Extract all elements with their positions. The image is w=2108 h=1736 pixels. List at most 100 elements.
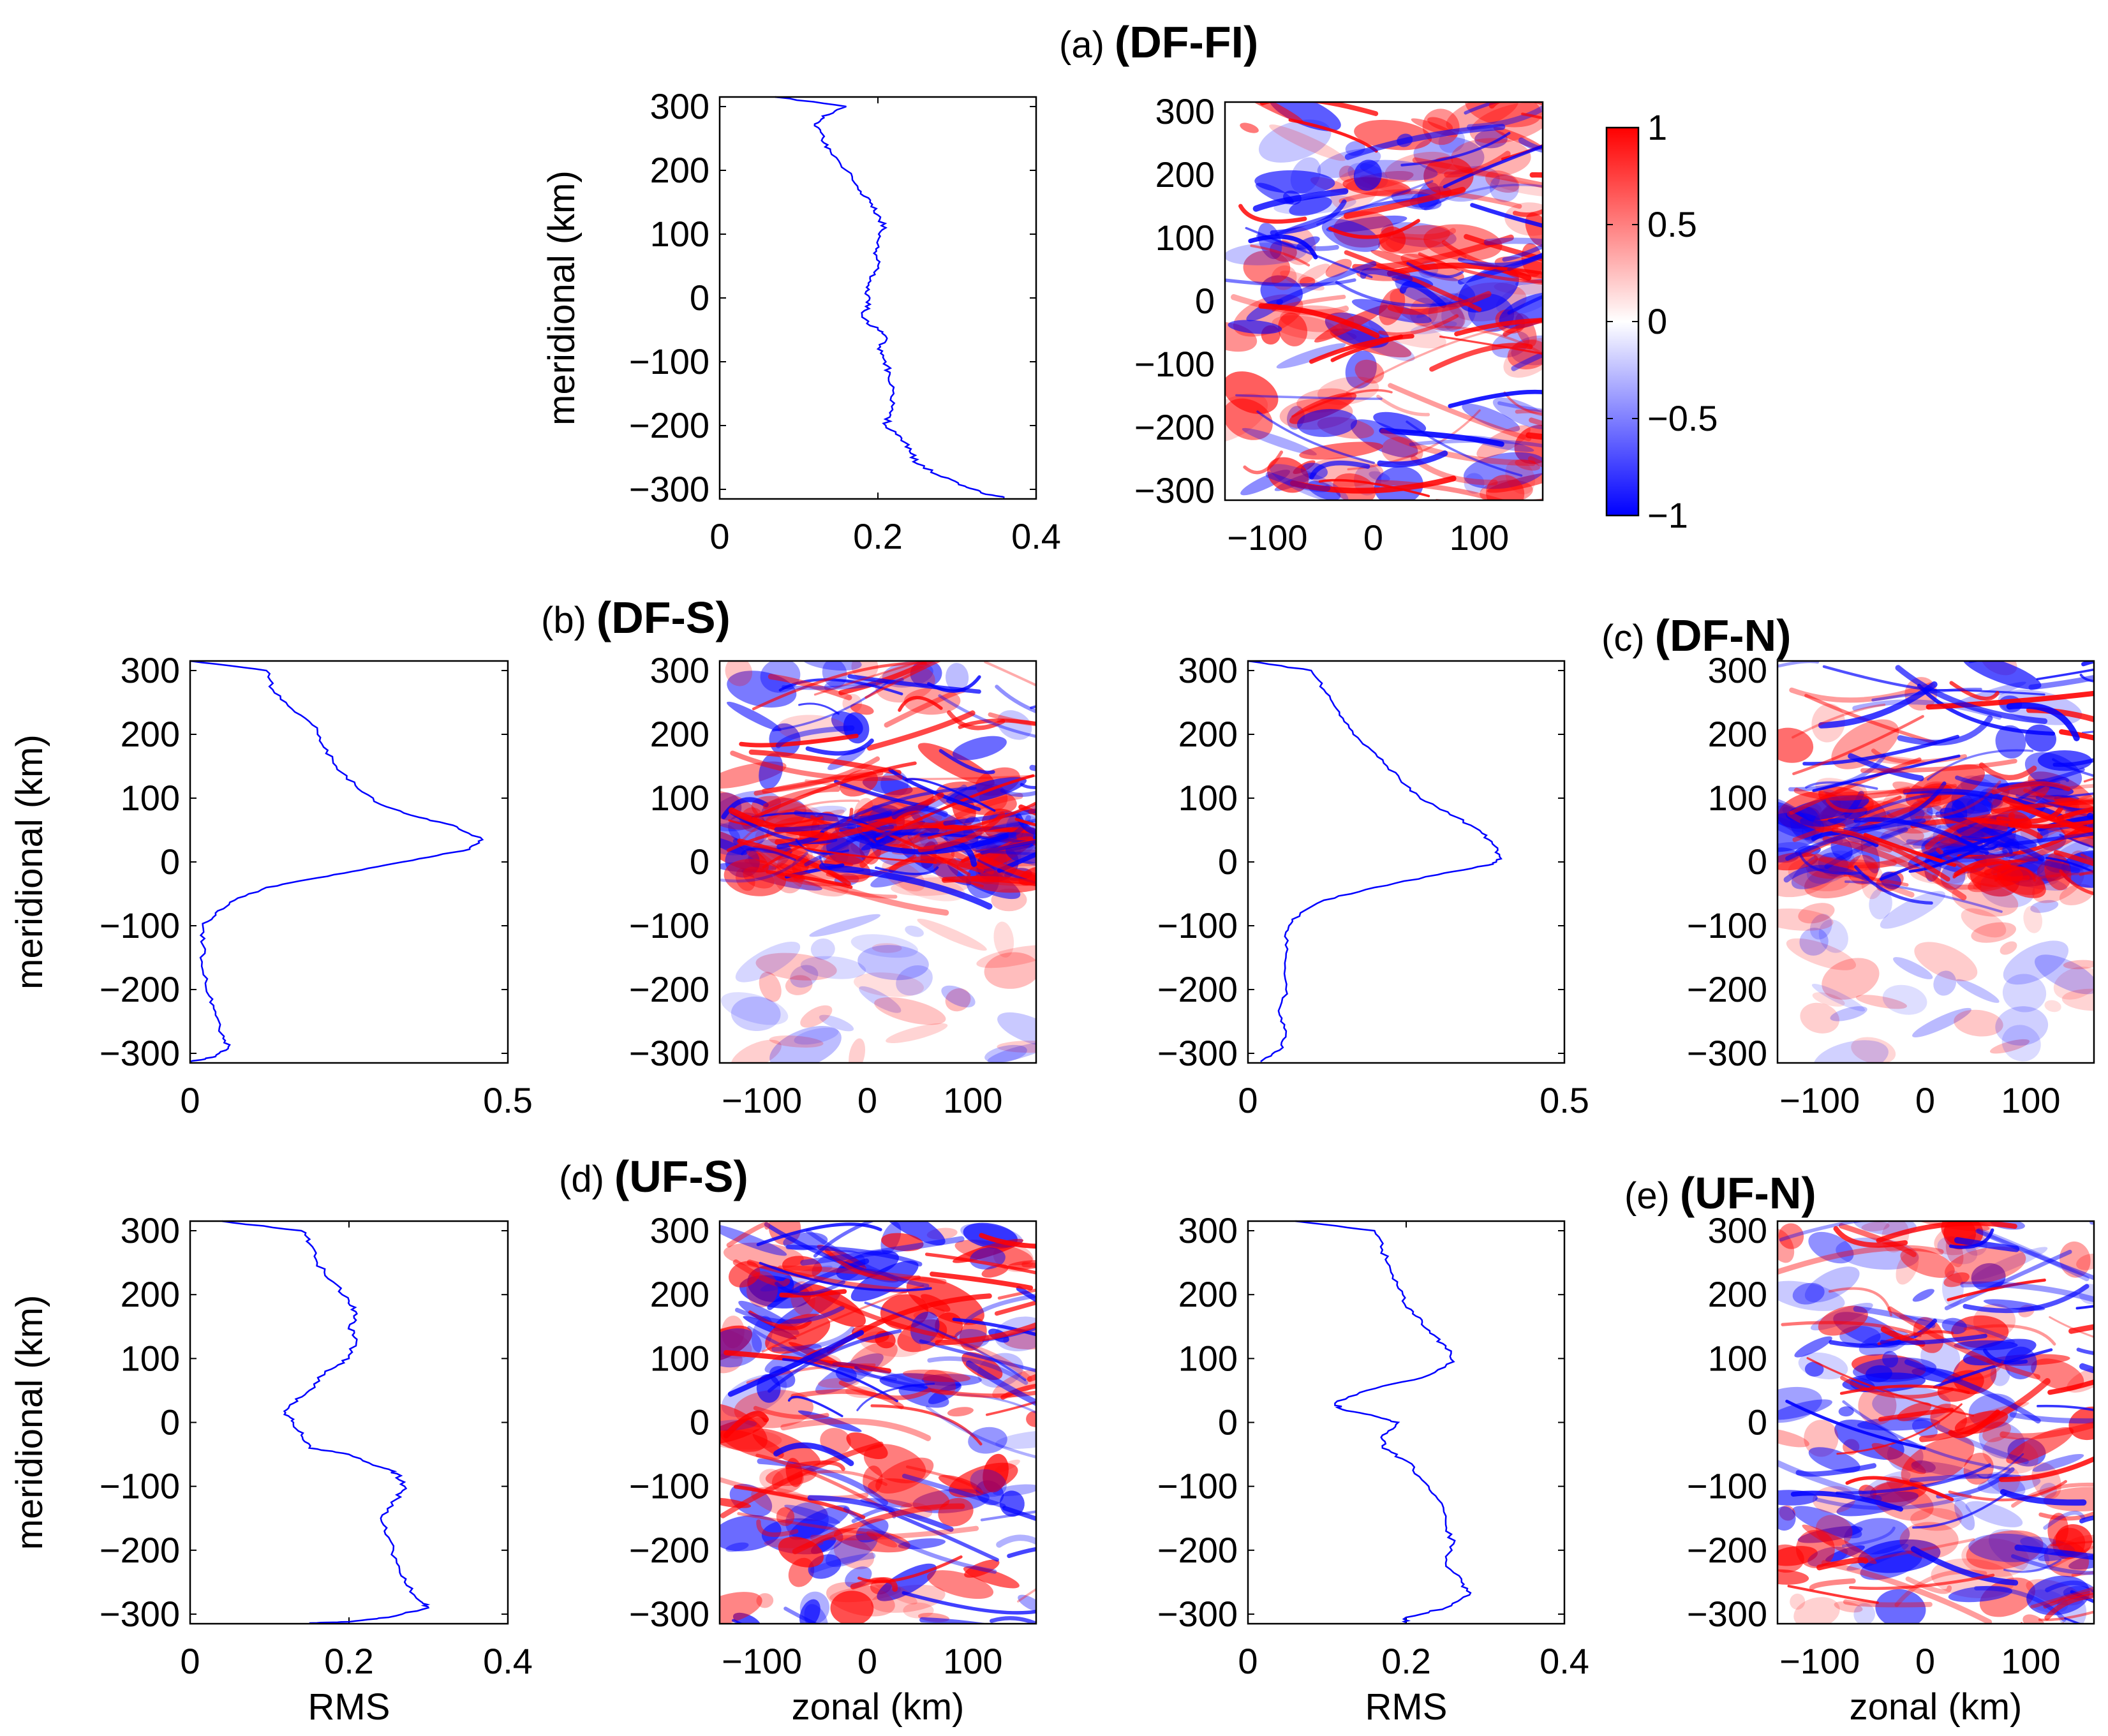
negative-filament <box>1470 203 1543 228</box>
positive-eddy <box>1778 908 1834 931</box>
ytick-label: 0 <box>1218 842 1238 882</box>
positive-filament <box>1876 1221 2017 1243</box>
positive-eddy <box>1971 922 2017 943</box>
positive-filament <box>1887 1306 2040 1380</box>
negative-eddy <box>769 1025 842 1063</box>
axes-frame <box>1247 660 1566 1064</box>
positive-eddy <box>850 703 874 715</box>
negative-filament <box>2052 758 2094 778</box>
positive-filament <box>1444 151 1511 178</box>
ytick-label: −300 <box>629 1033 709 1073</box>
positive-filament <box>746 1259 909 1294</box>
negative-eddy <box>1778 795 1816 839</box>
positive-eddy <box>1961 908 2007 938</box>
negative-eddy <box>1875 1589 1926 1624</box>
positive-filament <box>732 1259 790 1287</box>
negative-filament <box>2052 758 2094 767</box>
positive-filament <box>917 812 1006 852</box>
positive-filament <box>850 1577 898 1592</box>
vorticity-field <box>1778 1221 2094 1624</box>
negative-filament <box>1779 1221 1867 1242</box>
positive-filament <box>1258 303 1380 339</box>
panel-prefix: (b) <box>541 600 586 641</box>
xtick-label: 0 <box>857 1641 877 1681</box>
ytick-label: 200 <box>1708 1274 1767 1314</box>
positive-filament <box>748 749 902 775</box>
negative-filament <box>1927 749 2034 781</box>
positive-filament <box>958 718 1036 729</box>
negative-filament <box>1795 1463 1877 1477</box>
panel-title: (b) (DF-S) <box>541 593 731 642</box>
positive-eddy <box>1451 138 1531 177</box>
ytick-label: 300 <box>1178 1210 1238 1250</box>
negative-filament <box>905 778 996 812</box>
positive-filament <box>768 674 852 701</box>
positive-filament <box>2043 1590 2094 1609</box>
positive-filament <box>2059 729 2094 741</box>
ytick-label: 0 <box>690 1402 709 1443</box>
negative-eddy <box>1799 928 1829 956</box>
ytick-label: 200 <box>650 714 709 754</box>
positive-filament <box>2047 1379 2094 1395</box>
positive-filament <box>728 807 829 840</box>
panel-c-map: 300 200 100 0 −100 −200 −300 −100 0 100 <box>1687 650 2095 1120</box>
ytick-label: 300 <box>1178 650 1238 690</box>
negative-eddy <box>799 1591 830 1624</box>
positive-eddy <box>1786 938 1857 970</box>
ytick-label: −200 <box>100 1530 180 1570</box>
positive-filament <box>1778 1245 1944 1275</box>
negative-filament <box>1002 1506 1036 1522</box>
negative-eddy <box>799 1599 820 1624</box>
positive-filament <box>1309 334 1414 364</box>
negative-eddy <box>794 1027 839 1045</box>
negative-eddy <box>995 1430 1036 1449</box>
positive-eddy <box>833 1537 875 1569</box>
negative-eddy <box>725 1542 749 1552</box>
positive-filament <box>1961 1360 2005 1381</box>
ytick-label: 100 <box>650 778 709 818</box>
ytick-label: 200 <box>1178 1274 1238 1314</box>
positive-filament <box>1792 823 1846 842</box>
negative-filament <box>846 827 940 843</box>
negative-eddy <box>1860 1550 1922 1580</box>
ytick-label: 0 <box>690 842 709 882</box>
positive-filament <box>930 1272 1034 1291</box>
negative-eddy <box>1373 412 1427 434</box>
negative-filament <box>774 810 893 833</box>
negative-filament <box>1377 450 1448 468</box>
ytick-label: 300 <box>650 86 709 126</box>
negative-filament <box>1954 1236 2020 1252</box>
positive-eddy <box>1446 102 1519 132</box>
negative-filament <box>1785 1399 1926 1450</box>
positive-filament <box>2059 869 2094 896</box>
positive-eddy <box>2006 1427 2074 1464</box>
colorbar: 1 0.5 0 −0.5 −1 <box>1605 107 1718 535</box>
negative-filament <box>819 863 993 910</box>
positive-eddy <box>1778 1428 1809 1448</box>
negative-eddy <box>1778 1280 1845 1311</box>
positive-eddy <box>1379 226 1406 253</box>
positive-eddy <box>778 715 849 743</box>
positive-filament <box>753 761 917 819</box>
negative-eddy <box>1965 1501 2023 1527</box>
positive-filament <box>1243 450 1284 475</box>
negative-eddy <box>1912 1007 1971 1037</box>
negative-eddy <box>819 1014 854 1032</box>
colorbar-tick-label: −1 <box>1647 495 1688 535</box>
positive-eddy <box>874 997 946 1025</box>
negative-filament <box>1020 783 1036 789</box>
positive-filament <box>1948 1480 2067 1502</box>
y-axis-label: meridional (km) <box>541 170 583 426</box>
positive-filament <box>1926 690 2094 710</box>
positive-filament <box>1328 219 1420 239</box>
negative-filament <box>2079 1515 2094 1524</box>
positive-filament <box>902 792 1023 850</box>
negative-filament <box>2011 1554 2094 1575</box>
negative-filament <box>925 1406 1036 1459</box>
positive-filament <box>1905 1576 1952 1594</box>
positive-eddy <box>1490 178 1543 197</box>
xtick-label: 0 <box>1238 1080 1258 1120</box>
negative-filament <box>773 1442 854 1466</box>
negative-eddy <box>1360 160 1438 181</box>
